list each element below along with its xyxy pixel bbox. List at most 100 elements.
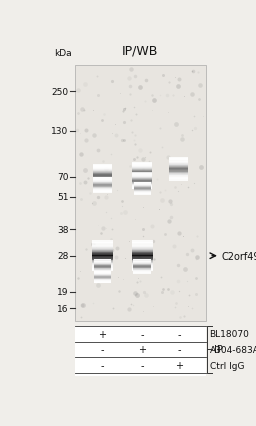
Bar xyxy=(132,180,152,181)
Bar xyxy=(132,166,152,167)
Bar xyxy=(169,166,188,167)
Bar xyxy=(132,187,152,188)
Bar xyxy=(132,267,153,268)
Bar xyxy=(94,282,111,283)
Bar xyxy=(169,165,188,166)
Bar xyxy=(92,263,113,264)
Bar xyxy=(132,167,152,168)
Bar xyxy=(133,263,151,264)
Bar xyxy=(132,247,153,248)
Bar xyxy=(132,259,153,261)
Bar xyxy=(133,260,151,261)
Bar xyxy=(92,249,113,250)
Bar xyxy=(132,256,153,257)
Bar xyxy=(92,261,113,262)
Text: A304-683A: A304-683A xyxy=(210,345,256,354)
Bar xyxy=(92,185,112,186)
Bar xyxy=(132,244,153,245)
Bar xyxy=(132,188,152,189)
Bar xyxy=(169,158,188,159)
Bar xyxy=(133,270,151,271)
Bar xyxy=(93,274,111,275)
Bar xyxy=(94,272,111,273)
Bar xyxy=(94,280,111,281)
Bar xyxy=(132,253,153,255)
Bar xyxy=(93,259,111,260)
Bar xyxy=(93,269,111,270)
Bar xyxy=(132,176,152,177)
Bar xyxy=(92,178,112,179)
Bar xyxy=(134,188,151,189)
Bar xyxy=(92,175,112,176)
Bar xyxy=(169,174,188,175)
Bar xyxy=(92,182,112,183)
Bar xyxy=(93,272,111,273)
Bar xyxy=(92,250,113,251)
Bar xyxy=(169,175,188,176)
Bar xyxy=(169,180,188,181)
Text: +: + xyxy=(98,329,106,339)
Bar xyxy=(132,264,153,265)
Text: +: + xyxy=(138,345,146,354)
Bar xyxy=(132,174,152,175)
Bar xyxy=(133,261,151,262)
Bar xyxy=(132,180,152,181)
Bar xyxy=(93,265,111,266)
Bar xyxy=(133,266,151,267)
Bar xyxy=(132,171,152,172)
Bar xyxy=(94,281,111,282)
Bar xyxy=(93,262,111,263)
Bar xyxy=(132,183,152,184)
Bar xyxy=(92,184,112,185)
Bar xyxy=(133,259,151,260)
Bar xyxy=(92,172,112,173)
Bar xyxy=(132,265,153,266)
Bar xyxy=(133,273,151,274)
Bar xyxy=(93,273,111,274)
Bar xyxy=(93,268,111,269)
Bar xyxy=(169,178,188,179)
Bar xyxy=(132,182,152,183)
Bar xyxy=(132,164,152,165)
Text: -: - xyxy=(177,345,180,354)
Bar xyxy=(132,258,153,259)
Bar xyxy=(93,266,111,267)
Bar xyxy=(92,178,112,179)
Bar xyxy=(92,267,113,268)
Bar xyxy=(134,182,151,183)
Bar xyxy=(132,174,152,175)
Bar xyxy=(92,173,112,174)
Bar xyxy=(132,173,152,174)
Bar xyxy=(94,282,111,283)
Bar xyxy=(94,272,111,273)
Bar xyxy=(133,265,151,266)
Bar xyxy=(92,182,112,183)
Bar xyxy=(92,264,113,265)
Bar xyxy=(92,187,112,188)
Bar xyxy=(169,167,188,168)
Bar xyxy=(132,178,152,179)
Bar xyxy=(169,177,188,178)
Bar xyxy=(169,168,188,169)
Bar xyxy=(92,265,113,266)
Bar xyxy=(92,184,112,185)
Bar xyxy=(93,267,111,268)
Bar xyxy=(94,273,111,274)
Bar xyxy=(92,254,113,255)
Bar xyxy=(133,267,151,268)
Bar xyxy=(132,270,153,271)
Bar xyxy=(133,262,151,263)
Bar xyxy=(92,244,113,245)
Bar xyxy=(92,189,112,190)
Bar xyxy=(94,271,111,272)
Bar xyxy=(93,261,111,262)
Bar xyxy=(93,267,111,268)
Bar xyxy=(134,184,151,185)
Bar xyxy=(132,182,152,183)
Bar xyxy=(94,275,111,276)
Bar xyxy=(132,178,152,179)
Bar xyxy=(92,256,113,257)
Bar xyxy=(93,266,111,267)
Bar xyxy=(94,277,111,278)
Bar xyxy=(92,174,112,175)
